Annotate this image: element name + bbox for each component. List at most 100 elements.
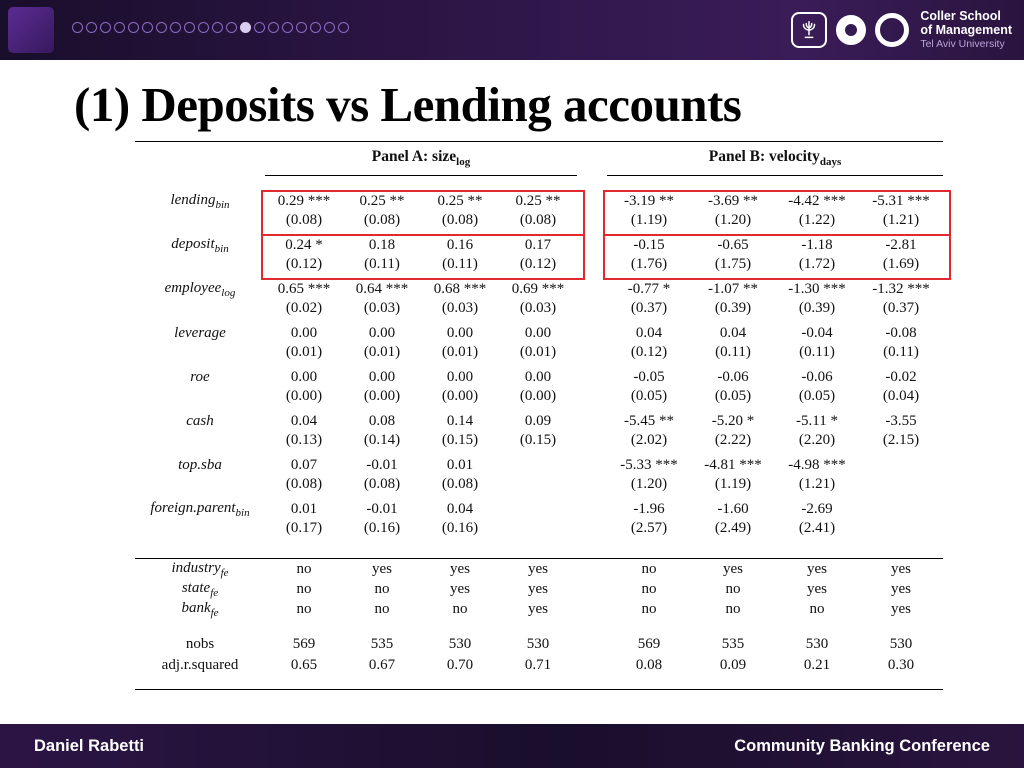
se-row-top.sba: (0.08) (0.08) (0.08) (1.20) (1.19) (1.21) — [135, 476, 943, 499]
stat-cell: 0.30 — [887, 657, 915, 673]
coef-cell — [859, 499, 943, 520]
coef-cell: -0.04 — [801, 325, 833, 341]
slide-dot[interactable] — [156, 22, 167, 33]
coef-cell: 0.00 — [524, 325, 552, 341]
fe-row-industry: industryfe no yes yes yes no yes yes yes — [135, 559, 943, 580]
panel-gap-cell — [577, 520, 607, 543]
coef-cell: 0.00 — [446, 325, 474, 341]
se-cell: (0.13) — [285, 432, 323, 448]
slide-dot[interactable] — [198, 22, 209, 33]
slide-dot[interactable] — [226, 22, 237, 33]
panel-gap-cell — [577, 323, 607, 344]
fe-cell: no — [641, 580, 657, 597]
panel-gap-cell — [577, 142, 607, 176]
slide-dot[interactable] — [268, 22, 279, 33]
row-label: leverage — [174, 325, 226, 341]
se-cell — [859, 520, 943, 543]
slide-dot[interactable] — [170, 22, 181, 33]
se-cell: (0.39) — [714, 300, 752, 316]
coef-cell: -3.55 — [885, 413, 917, 429]
se-cell: (0.11) — [715, 344, 751, 360]
coef-cell: 0.00 — [368, 369, 396, 385]
stat-cell: 0.09 — [719, 657, 747, 673]
panel-gap-cell — [577, 655, 607, 676]
panel-gap-cell — [577, 476, 607, 499]
se-cell: (0.05) — [714, 388, 752, 404]
stat-cell: 0.08 — [635, 657, 663, 673]
coef-cell: 0.00 — [368, 325, 396, 341]
se-row-deposit: (0.12) (0.11) (0.11) (0.12) (1.76) (1.75) (1.7… — [135, 256, 943, 279]
ring-logo-icon — [875, 13, 910, 47]
slide-dot[interactable] — [338, 22, 349, 33]
slide-dot[interactable] — [100, 22, 111, 33]
se-row-employee: (0.02) (0.03) (0.03) (0.03) (0.37) (0.39) (0.3… — [135, 300, 943, 323]
slide-dot-active[interactable] — [240, 22, 251, 33]
slide-dot[interactable] — [86, 22, 97, 33]
coef-row-deposit: depositbin 0.24 * 0.18 0.16 0.17 -0.15 -0.65 -1… — [135, 235, 943, 256]
coef-cell: -3.69 ** — [708, 193, 758, 209]
regression-table-wrap: Panel A: sizelog Panel B: velocitydays l… — [135, 141, 952, 690]
se-cell: (0.00) — [441, 388, 479, 404]
corner-tile — [8, 7, 54, 53]
coef-cell: -0.15 — [633, 237, 665, 253]
coef-cell: 0.64 *** — [355, 281, 409, 297]
fe-cell: no — [641, 600, 657, 617]
coef-cell: 0.04 — [446, 501, 474, 517]
coef-row-foreign.parent: foreign.parentbin 0.01 -0.01 0.04 -1.96 -1.60… — [135, 499, 943, 520]
se-cell: (0.11) — [799, 344, 835, 360]
panel-gap-cell — [577, 235, 607, 256]
panel-gap-cell — [577, 212, 607, 235]
stat-cell: 535 — [370, 636, 394, 652]
stat-row-nobs: nobs 569 535 530 530 569 535 530 530 — [135, 634, 943, 655]
header-logos: Coller School of Management Tel Aviv Uni… — [791, 0, 1012, 60]
slide-dot[interactable] — [212, 22, 223, 33]
se-cell: (0.01) — [285, 344, 323, 360]
coef-cell: -0.01 — [366, 457, 398, 473]
se-cell: (1.19) — [630, 212, 668, 228]
slide-dot[interactable] — [72, 22, 83, 33]
se-cell: (0.08) — [441, 212, 479, 228]
coef-row-roe: roe 0.00 0.00 0.00 0.00 -0.05 -0.06 -0.06 -0.02 — [135, 367, 943, 388]
fe-cell: no — [809, 600, 825, 617]
stat-cell: 530 — [448, 636, 472, 652]
slide-dot[interactable] — [282, 22, 293, 33]
slide-dot[interactable] — [128, 22, 139, 33]
se-cell: (0.11) — [364, 256, 400, 272]
stat-cell: 0.67 — [368, 657, 396, 673]
slide-dot[interactable] — [254, 22, 265, 33]
coef-cell: 0.25 ** — [515, 193, 561, 209]
se-cell: (0.17) — [285, 520, 323, 536]
coef-cell — [499, 455, 577, 476]
se-cell: (2.49) — [714, 520, 752, 536]
logo-text: Coller School of Management Tel Aviv Uni… — [918, 9, 1012, 51]
coef-cell: -5.11 * — [796, 413, 838, 429]
slide-dot[interactable] — [184, 22, 195, 33]
fe-cell: yes — [450, 580, 470, 597]
coef-cell: 0.00 — [524, 369, 552, 385]
fe-cell: yes — [450, 560, 470, 577]
slide-dot[interactable] — [324, 22, 335, 33]
fe-cell: no — [641, 560, 657, 577]
fe-cell: no — [725, 580, 741, 597]
coef-cell: 0.01 — [290, 501, 318, 517]
slide-dot[interactable] — [310, 22, 321, 33]
se-cell: (0.08) — [285, 476, 323, 492]
coef-cell: 0.69 *** — [511, 281, 565, 297]
empty-corner-cell — [135, 142, 265, 176]
slide-dot[interactable] — [142, 22, 153, 33]
slide-dot[interactable] — [114, 22, 125, 33]
se-cell: (0.02) — [285, 300, 323, 316]
fe-cell: yes — [891, 600, 912, 617]
se-cell: (0.11) — [883, 344, 919, 360]
se-cell: (1.76) — [630, 256, 668, 272]
coef-cell: -5.33 *** — [620, 457, 678, 473]
se-cell: (0.00) — [363, 388, 401, 404]
spacer-row — [135, 619, 943, 634]
fe-cell: no — [374, 600, 390, 617]
coef-cell: -5.45 ** — [624, 413, 674, 429]
slide-dot[interactable] — [296, 22, 307, 33]
panel-gap-cell — [577, 499, 607, 520]
panel-gap-cell — [577, 256, 607, 279]
panel-gap-cell — [577, 411, 607, 432]
panel-header-row: Panel A: sizelog Panel B: velocitydays — [135, 141, 944, 176]
